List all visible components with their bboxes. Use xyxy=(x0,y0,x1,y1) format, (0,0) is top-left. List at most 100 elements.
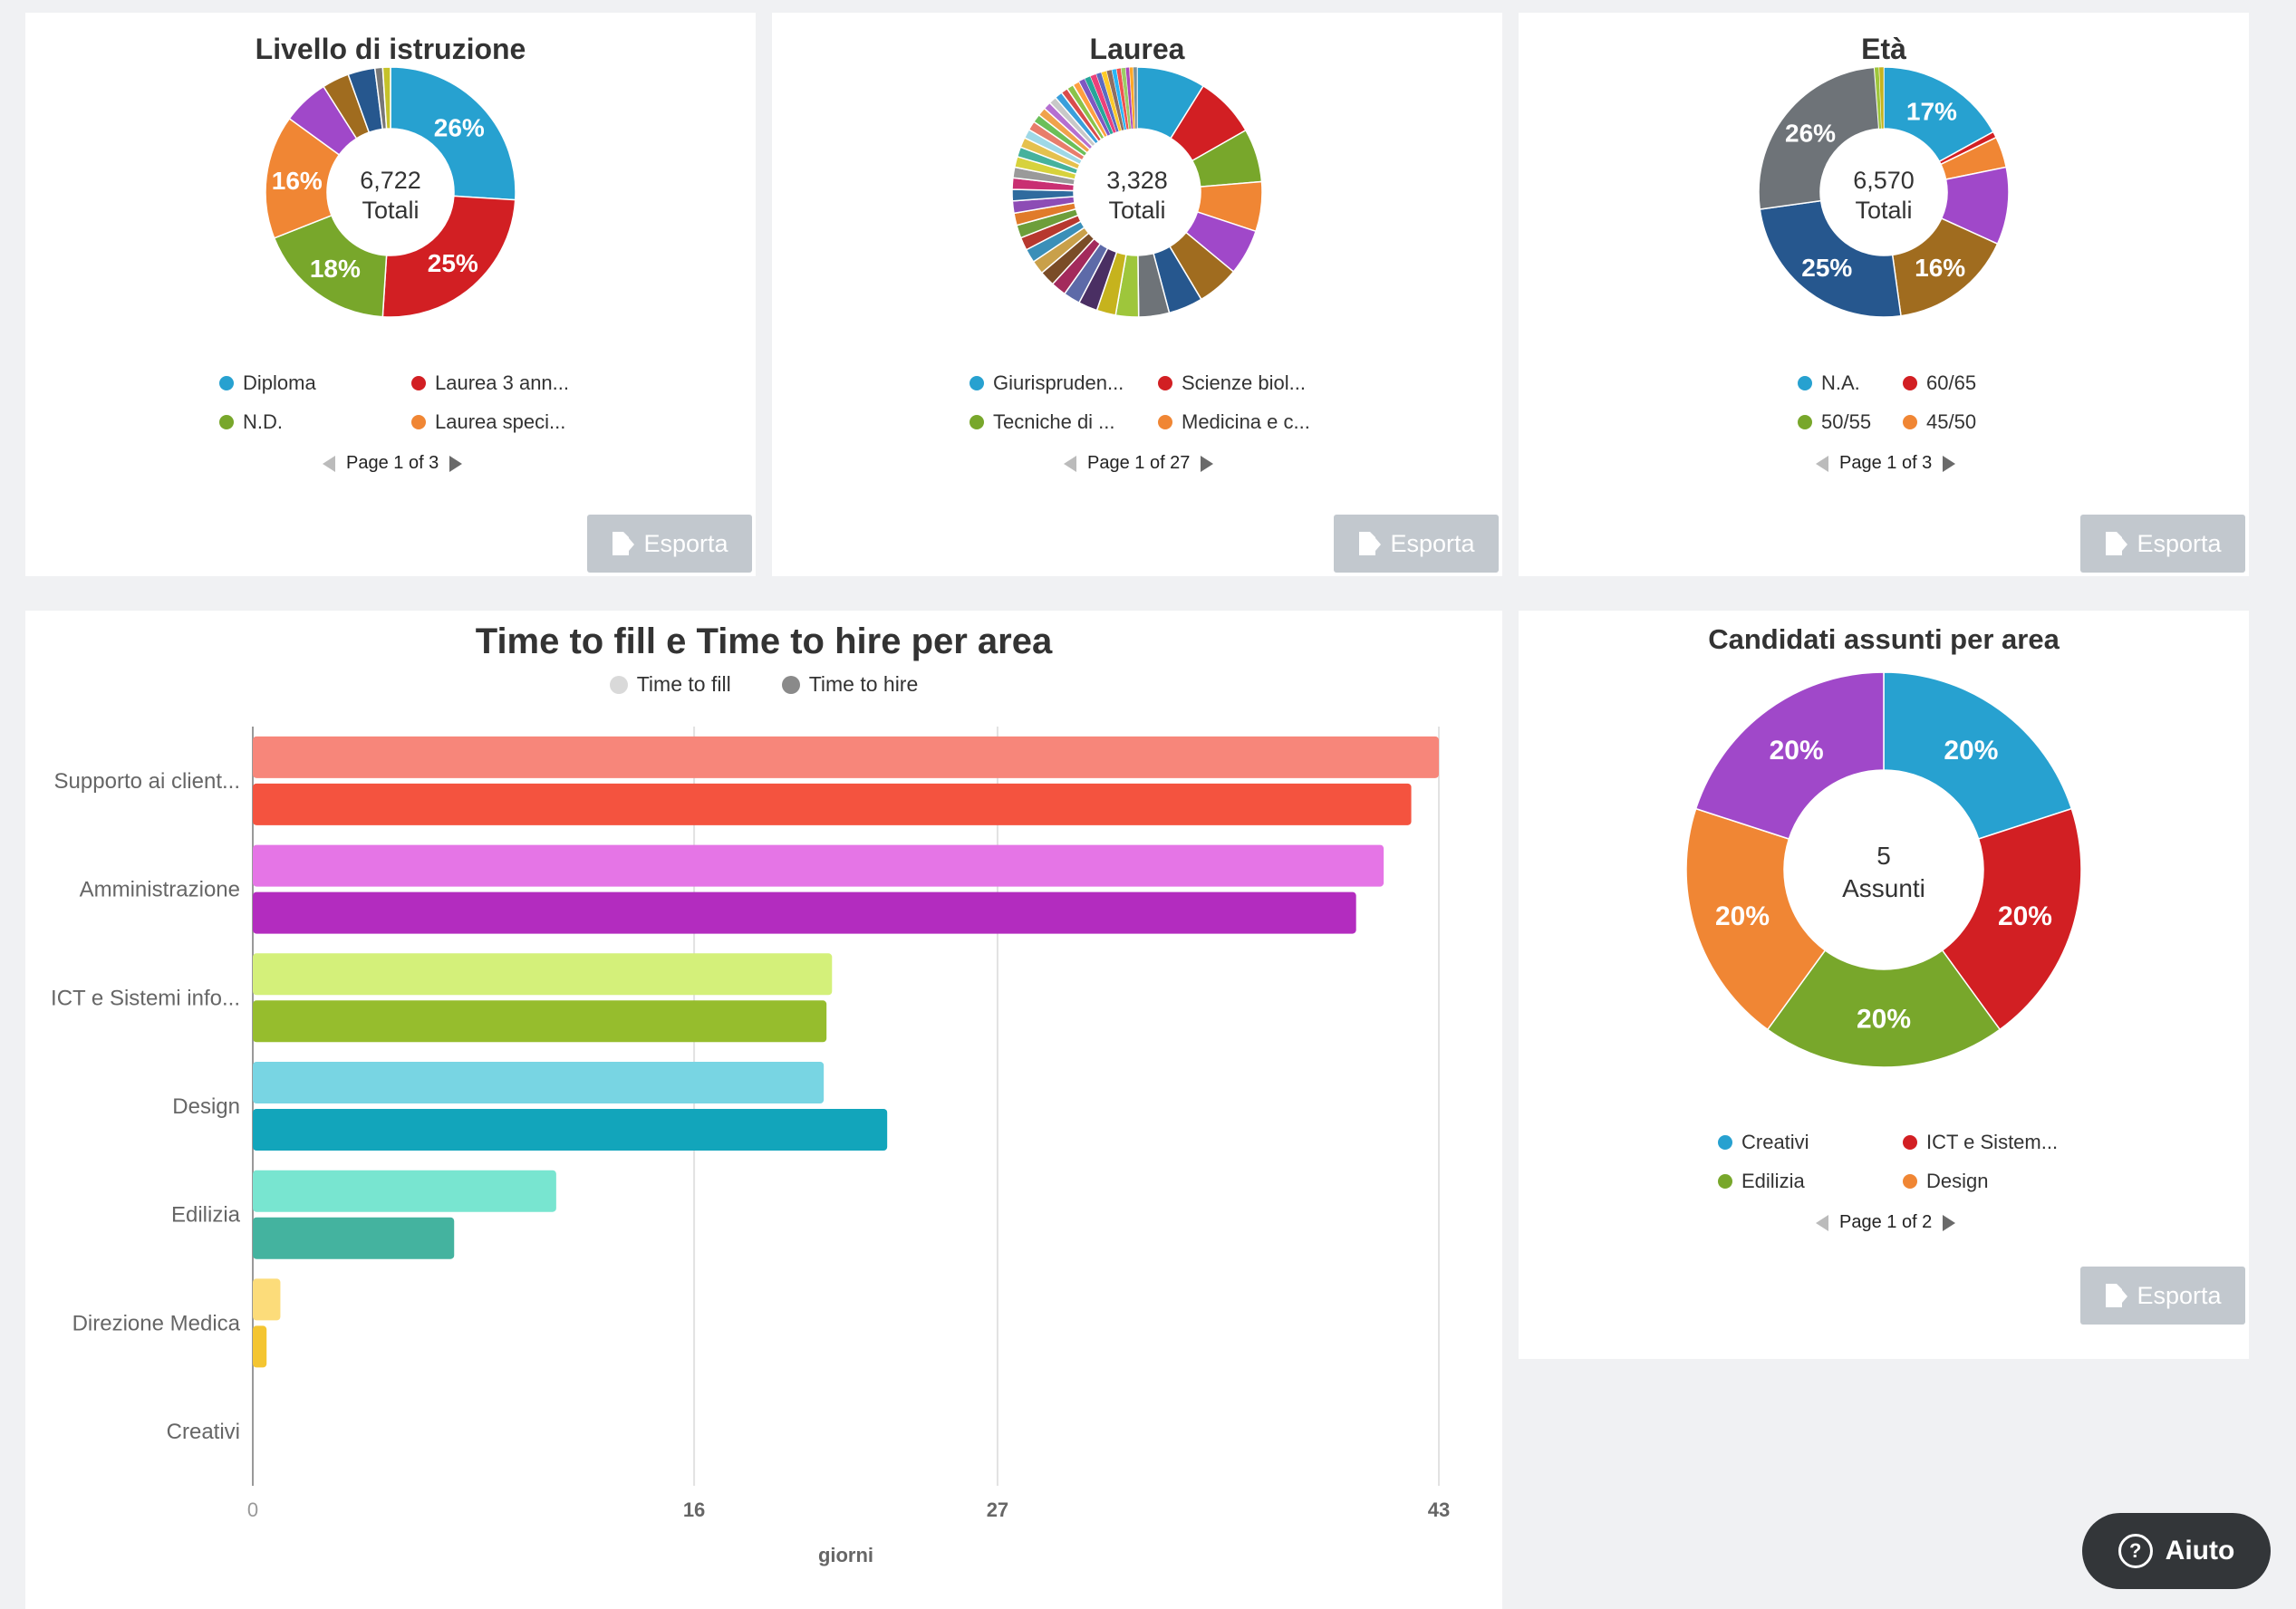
help-button[interactable]: ? Aiuto xyxy=(2082,1513,2271,1589)
donut-slice[interactable] xyxy=(381,66,391,130)
legend-dot-icon xyxy=(970,415,984,429)
legend-dot-icon xyxy=(219,415,234,429)
chart-legend: Creativi ICT e Sistem... Edilizia Design xyxy=(1519,611,2249,1192)
legend-item[interactable]: Medicina e c... xyxy=(1158,410,1310,434)
bar-time-to-hire[interactable] xyxy=(253,891,1356,934)
legend-item[interactable]: Diploma xyxy=(219,371,316,395)
prev-page-icon[interactable] xyxy=(1816,1214,1828,1231)
bar-time-to-hire[interactable] xyxy=(253,1325,267,1368)
prev-page-icon[interactable] xyxy=(323,455,335,472)
donut-slice[interactable] xyxy=(1694,671,1885,840)
donut-slice[interactable] xyxy=(390,66,516,201)
legend-item[interactable]: N.D. xyxy=(219,410,283,434)
legend-label: Tecniche di ... xyxy=(993,410,1115,433)
next-page-icon[interactable] xyxy=(1943,1214,1956,1231)
next-page-icon[interactable] xyxy=(449,455,463,472)
export-button[interactable]: Esporta xyxy=(1334,515,1499,573)
legend-item[interactable]: N.A. xyxy=(1798,371,1860,395)
donut-chart-eta: 17% 16% 25% 26% 6,570 Totali xyxy=(1758,66,2010,318)
donut-slice[interactable] xyxy=(1941,807,2082,1031)
chart-legend: Diploma Laurea 3 ann... N.D. Laurea spec… xyxy=(25,13,756,433)
chart-title: Età xyxy=(1861,33,1906,65)
question-icon: ? xyxy=(2118,1534,2153,1568)
chart-legend: N.A. 60/65 50/55 45/50 xyxy=(1519,13,2249,433)
donut-slice[interactable] xyxy=(1766,949,2002,1068)
legend-item[interactable]: Laurea 3 ann... xyxy=(411,371,569,395)
legend-item[interactable]: Edilizia xyxy=(1718,1170,1805,1193)
donut-slice[interactable] xyxy=(1878,66,1885,130)
legend-item[interactable]: 45/50 xyxy=(1903,410,1976,434)
legend-dot-icon xyxy=(1718,1174,1732,1189)
next-page-icon[interactable] xyxy=(1201,455,1214,472)
legend-dot-icon xyxy=(411,415,426,429)
bar-time-to-fill[interactable] xyxy=(253,1278,281,1321)
export-button[interactable]: Esporta xyxy=(2080,1267,2245,1325)
prev-page-icon[interactable] xyxy=(1064,455,1076,472)
legend-dot-icon xyxy=(1718,1135,1732,1150)
legend-pager: Page 1 of 3 xyxy=(1816,453,1956,474)
legend-pager: Page 1 of 27 xyxy=(1064,453,1214,474)
donut-center-value: 6,570 xyxy=(1853,167,1915,194)
legend-label: Diploma xyxy=(243,371,316,394)
card-laurea: Laurea 3,328 Totali Giurispruden... Scien… xyxy=(772,13,1502,576)
legend-item[interactable]: Giurispruden... xyxy=(970,371,1124,395)
legend-item[interactable]: Creativi xyxy=(1718,1131,1809,1154)
prev-page-icon[interactable] xyxy=(1816,455,1828,472)
donut-slice[interactable] xyxy=(1759,199,1902,318)
legend-dot-icon xyxy=(970,376,984,390)
legend-item[interactable]: 60/65 xyxy=(1903,371,1976,395)
category-label: Direzione Medica xyxy=(72,1311,241,1335)
x-tick-label: 0 xyxy=(247,1498,258,1521)
export-button[interactable]: Esporta xyxy=(587,515,752,573)
legend-item[interactable]: Tecniche di ... xyxy=(970,410,1115,434)
legend-pager: Page 1 of 3 xyxy=(323,453,463,474)
bar-time-to-hire[interactable] xyxy=(253,1000,827,1043)
bar-time-to-fill[interactable] xyxy=(253,844,1384,887)
legend-label: Creativi xyxy=(1741,1131,1809,1153)
bar-time-to-hire[interactable] xyxy=(253,1217,455,1259)
donut-chart-istruzione: 26% 25% 18% 16% 6,722 Totali xyxy=(265,66,516,318)
pager-label: Page 1 of 3 xyxy=(346,453,439,473)
donut-center-value: 3,328 xyxy=(1106,167,1168,194)
legend-item[interactable]: 50/55 xyxy=(1798,410,1871,434)
donut-slice[interactable] xyxy=(1685,807,1827,1031)
bar-time-to-hire[interactable] xyxy=(253,1109,888,1151)
legend-label: Giurispruden... xyxy=(993,371,1124,394)
x-tick-label: 27 xyxy=(987,1498,1008,1521)
legend-dot-icon xyxy=(411,376,426,390)
legend-item[interactable]: ICT e Sistem... xyxy=(1903,1131,2058,1154)
x-tick-label: 43 xyxy=(1428,1498,1450,1521)
donut-slice[interactable] xyxy=(1133,66,1138,130)
bar-time-to-fill[interactable] xyxy=(253,736,1439,778)
donut-center-label: Totali xyxy=(1855,197,1912,224)
legend-item[interactable]: Laurea speci... xyxy=(411,410,565,434)
legend-dot-icon xyxy=(1158,376,1172,390)
legend-dot-icon xyxy=(219,376,234,390)
bar-time-to-fill[interactable] xyxy=(253,953,833,996)
chart-title: Laurea xyxy=(1089,33,1185,65)
donut-slice[interactable] xyxy=(1758,66,1880,210)
category-label: Supporto ai client... xyxy=(54,769,240,794)
export-label: Esporta xyxy=(2137,1281,2222,1309)
bar-time-to-hire[interactable] xyxy=(253,783,1412,825)
bar-time-to-fill[interactable] xyxy=(253,1170,556,1212)
chart-legend: Giurispruden... Scienze biol... Tecniche… xyxy=(772,13,1502,433)
next-page-icon[interactable] xyxy=(1943,455,1956,472)
export-icon xyxy=(2106,1284,2128,1307)
export-icon xyxy=(2106,532,2128,555)
export-button[interactable]: Esporta xyxy=(2080,515,2245,573)
bar-time-to-fill[interactable] xyxy=(253,1062,825,1103)
slice-label: 26% xyxy=(434,114,485,142)
legend-dot-icon xyxy=(1158,415,1172,429)
donut-slice[interactable] xyxy=(1883,66,1994,163)
donut-slice[interactable] xyxy=(381,195,516,318)
legend-item[interactable]: Design xyxy=(1903,1170,1988,1193)
legend-item-time-to-fill[interactable]: Time to fill xyxy=(609,672,731,697)
legend-item-time-to-hire[interactable]: Time to hire xyxy=(781,672,918,697)
pager-label: Page 1 of 3 xyxy=(1839,453,1933,473)
legend-label: Medicina e c... xyxy=(1182,410,1310,433)
donut-chart-laurea: 3,328 Totali xyxy=(1011,66,1263,318)
chart-title: Time to fill e Time to hire per area xyxy=(475,621,1053,661)
legend-item[interactable]: Scienze biol... xyxy=(1158,371,1306,395)
donut-slice[interactable] xyxy=(1883,671,2073,840)
